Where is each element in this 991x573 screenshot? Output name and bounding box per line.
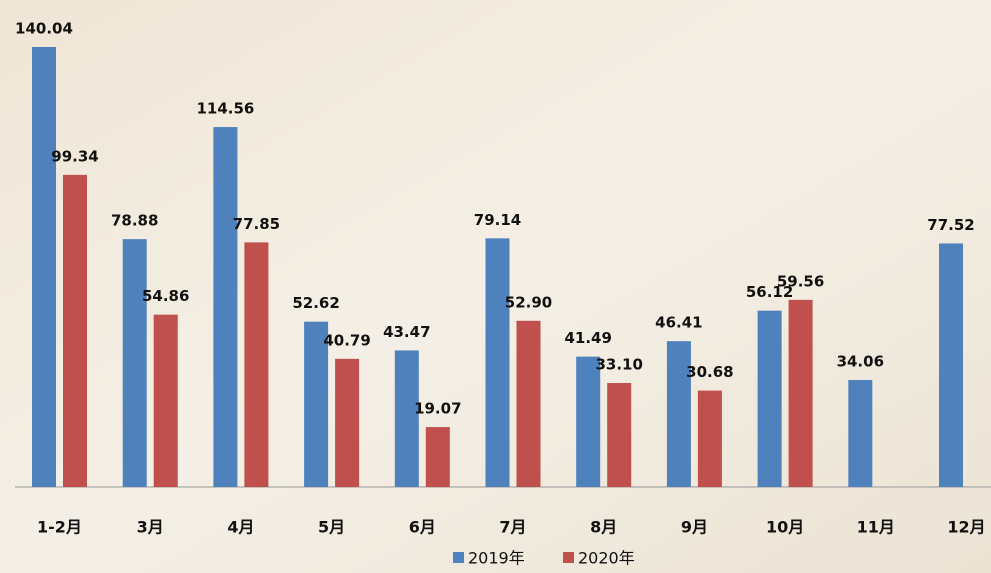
value-label: 79.14 [474,211,521,229]
bar [757,310,782,487]
bar [213,127,238,487]
value-label: 77.52 [927,216,974,234]
bar [788,299,813,487]
bar [425,427,450,487]
bar [697,390,722,487]
value-label: 19.07 [414,400,461,418]
value-label: 114.56 [196,100,254,118]
bar [848,379,873,487]
value-label: 33.10 [595,356,642,374]
x-tick-label: 10月 [766,518,804,537]
value-label: 56.12 [746,283,793,301]
value-label: 77.85 [233,215,280,233]
bar [153,314,178,487]
value-label: 78.88 [111,212,158,230]
x-tick-label: 4月 [227,518,254,537]
bar [122,239,147,487]
x-tick-label: 5月 [318,518,345,537]
x-tick-label: 12月 [947,518,985,537]
bar [32,47,56,487]
x-tick-label: 9月 [681,518,708,537]
bar [576,356,601,487]
bar [516,320,541,487]
x-tick-label: 3月 [137,518,164,537]
value-label: 59.56 [777,272,824,290]
value-label: 99.34 [51,147,98,165]
bar [304,321,329,487]
legend-label: 2019年 [468,549,525,568]
bar [939,243,963,487]
value-label: 30.68 [686,363,733,381]
legend-swatch [453,552,464,563]
value-label: 52.62 [292,294,339,312]
value-label: 43.47 [383,323,430,341]
value-label: 34.06 [837,352,884,370]
value-label: 41.49 [564,329,611,347]
legend-label: 2020年 [578,549,635,568]
bar [335,358,360,487]
bar [244,242,269,487]
x-tick-label: 1-2月 [37,518,82,537]
legend-swatch [563,552,574,563]
x-tick-label: 11月 [857,518,895,537]
value-label: 40.79 [323,331,370,349]
bar [485,238,510,487]
x-tick-label: 8月 [590,518,617,537]
bar [607,383,632,487]
bar [63,174,87,487]
bar [666,341,691,487]
value-label: 140.04 [15,20,73,38]
value-label: 54.86 [142,287,189,305]
bar [394,350,419,487]
x-tick-label: 6月 [409,518,436,537]
value-label: 46.41 [655,314,702,332]
x-tick-label: 7月 [499,518,526,537]
value-label: 52.90 [505,293,552,311]
